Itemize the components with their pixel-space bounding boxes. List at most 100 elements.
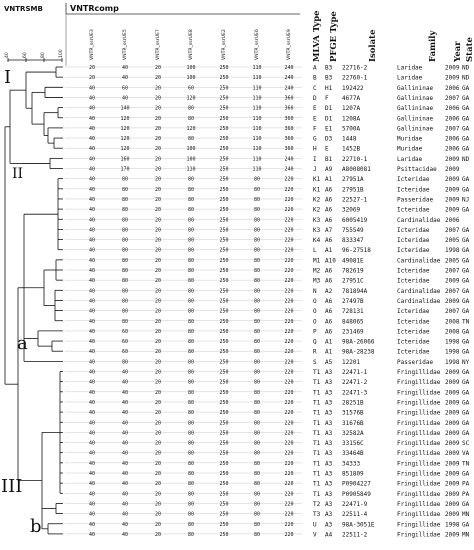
vntr-cell: 40 (89, 329, 95, 335)
vntr-cell: 20 (155, 116, 161, 122)
vntr-cell: 250 (219, 268, 228, 274)
vntr-cell: 80 (188, 329, 194, 335)
vntr-cell: 360 (284, 95, 293, 101)
pfge-type-cell: A4 (325, 531, 333, 538)
mlva-type-cell: O (313, 318, 317, 325)
state-cell: PA (462, 491, 470, 498)
vntr-cell: 40 (89, 430, 95, 436)
mlva-type-cell: A (313, 65, 317, 72)
year-cell: 1998 (445, 339, 460, 346)
year-cell: 2009 (445, 176, 460, 183)
vntr-cell: 250 (219, 106, 228, 112)
vntr-cell: 220 (284, 512, 293, 518)
group-label-II: II (12, 166, 23, 182)
vntr-cell: 20 (155, 339, 161, 345)
isolate-cell: 1452B (342, 146, 360, 153)
mlva-type-cell: I (313, 156, 317, 163)
pfge-type-cell: B3 (325, 75, 333, 82)
vntr-cell: 40 (89, 197, 95, 203)
family-cell: Gallininae (397, 105, 434, 112)
year-cell: 2009 (445, 481, 460, 488)
vntr-cell: 250 (219, 197, 228, 203)
vntr-cell: 40 (89, 268, 95, 274)
state-cell: GA (462, 257, 470, 264)
state-cell: GA (462, 501, 470, 508)
pfge-type-cell: A3 (325, 420, 333, 427)
pfge-type-cell: A1 (325, 349, 333, 356)
vntr-cell: 250 (219, 167, 228, 173)
vntr-cell: 40 (89, 380, 95, 386)
family-cell: Laridae (397, 65, 423, 72)
vntr-cell: 220 (284, 359, 293, 365)
isolate-cell: 33464B (342, 450, 364, 457)
pfge-type-cell: B3 (325, 65, 333, 72)
vntr-cell: 220 (284, 248, 293, 254)
mlva-type-cell: R (313, 349, 317, 356)
vntr-col-header: VNTR_ssrUE5 (122, 29, 128, 60)
year-cell: 2006 (445, 115, 460, 122)
isolate-cell: 755549 (342, 227, 364, 234)
pfge-type-cell: F (325, 95, 329, 102)
isolate-cell: 22471-3 (342, 389, 368, 396)
family-cell: Fringillidae (397, 410, 441, 417)
isolate-cell: 1208A (342, 115, 360, 122)
vntr-cell: 110 (252, 65, 261, 71)
pfge-type-cell: D1 (325, 115, 333, 122)
family-cell: Cardinalidae (397, 298, 441, 305)
family-cell: Psittacidae (397, 166, 437, 173)
vntr-cell: 240 (284, 85, 293, 91)
vntr-cell: 220 (284, 288, 293, 294)
vntr-cell: 20 (155, 491, 161, 497)
isolate-cell: 32069 (342, 207, 360, 214)
vntr-cell: 80 (188, 512, 194, 518)
vntr-cell: 110 (252, 156, 261, 162)
year-cell: 2009 (445, 440, 460, 447)
vntr-cell: 20 (155, 288, 161, 294)
mlva-type-cell: K3 (313, 217, 321, 224)
family-cell: Icteridae (397, 318, 430, 325)
pfge-type-cell: A7 (325, 227, 333, 234)
vntr-cell: 100 (186, 156, 195, 162)
isolate-cell: 22511-4 (342, 511, 368, 518)
vntr-cell: 80 (254, 461, 260, 467)
family-cell: Fringillidae (397, 501, 441, 508)
vntr-cell: 80 (254, 441, 260, 447)
state-cell: GA (462, 136, 470, 143)
family-cell: Fringillidae (397, 440, 441, 447)
state-cell: TN (462, 318, 470, 325)
vntr-cell: 20 (155, 278, 161, 284)
vntr-cell: 250 (219, 65, 228, 71)
vntr-cell: 40 (89, 481, 95, 487)
vntr-col-header: VNTR_ssrUE9 (286, 29, 292, 60)
year-cell: 2006 (445, 136, 460, 143)
year-cell: 2008 (445, 318, 460, 325)
mlva-type-cell: Q (313, 339, 317, 346)
isolate-cell: 22511-2 (342, 531, 368, 538)
isolate-cell: P0904227 (342, 481, 371, 488)
vntr-cell: 80 (122, 278, 128, 284)
isolate-cell: 848065 (342, 318, 364, 325)
vntr-cell: 80 (254, 207, 260, 213)
isolate-cell: 27951C (342, 278, 364, 285)
vntr-cell: 40 (89, 451, 95, 457)
vntr-cell: 250 (219, 522, 228, 528)
vntr-cell: 80 (254, 329, 260, 335)
vntr-cell: 250 (219, 420, 228, 426)
state-header: State (465, 37, 474, 62)
vntr-cell: 40 (122, 410, 128, 416)
vntr-cell: 80 (122, 207, 128, 213)
mlva-type-cell: M3 (313, 278, 321, 285)
scale-tick-label: 40 (4, 52, 10, 58)
year-cell: 2007 (445, 227, 460, 234)
state-cell: GA (462, 186, 470, 193)
vntr-cell: 40 (89, 136, 95, 142)
vntr-cell: 220 (284, 258, 293, 264)
vntr-cell: 80 (254, 268, 260, 274)
mlva-type-cell: T1 (313, 389, 321, 396)
vntr-cell: 40 (122, 501, 128, 507)
vntr-cell: 220 (284, 410, 293, 416)
vntr-cell: 80 (188, 187, 194, 193)
vntr-header-row: VNTR_ssrUE3 VNTR_ssrUE5 VNTR_ssrUE7 VNTR… (89, 29, 292, 60)
state-cell: SC (462, 440, 470, 447)
vntr-cell: 20 (155, 106, 161, 112)
